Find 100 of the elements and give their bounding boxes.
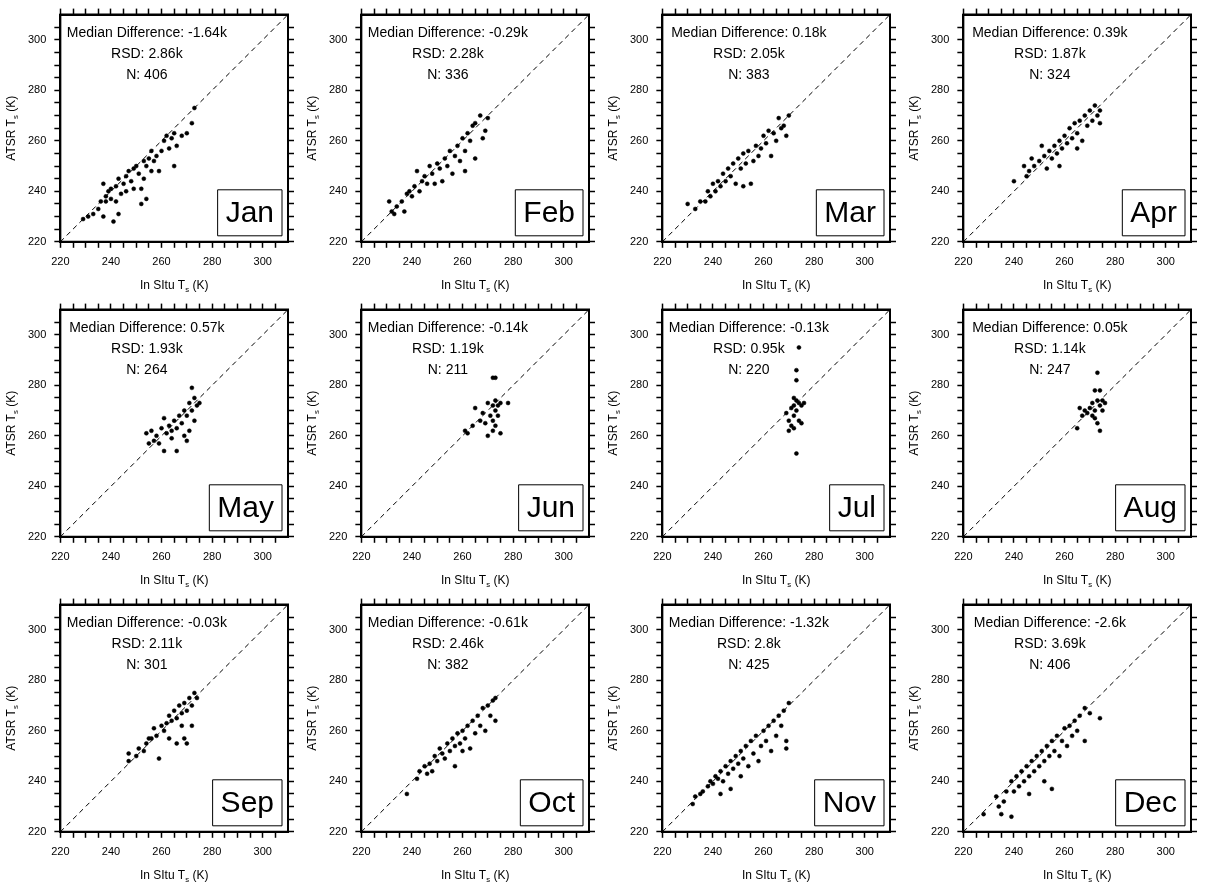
x-tick-label: 280: [1105, 845, 1125, 858]
y-tick-label: 260: [328, 723, 348, 736]
y-tick-label: 300: [328, 622, 348, 635]
y-tick-label: 300: [629, 622, 649, 635]
y-tick-label: 260: [27, 133, 47, 146]
annotation: Median Difference: 0.57k: [69, 319, 226, 336]
y-tick-label: 240: [930, 184, 950, 197]
y-tick-label: 240: [930, 479, 950, 492]
x-tick-label: 260: [453, 845, 472, 858]
y-tick-label: 300: [328, 32, 348, 45]
annotation: Oct: [528, 785, 576, 819]
annotation: RSD: 1.93k: [111, 340, 184, 357]
x-tick-label: 240: [101, 550, 121, 563]
x-tick-label: 300: [253, 845, 272, 858]
x-tick-label: 220: [653, 255, 672, 268]
annotation: RSD: 2.11k: [111, 635, 184, 652]
x-tick-label: 240: [703, 255, 723, 268]
y-tick-label: 280: [27, 83, 47, 96]
x-tick-label: 260: [152, 550, 171, 563]
y-tick-label: 280: [328, 378, 348, 391]
x-tick-label: 300: [855, 845, 874, 858]
x-tick-label: 300: [1156, 255, 1175, 268]
y-tick-label: 280: [930, 673, 950, 686]
annotation: Mar: [824, 195, 877, 229]
x-tick-label: 280: [202, 255, 222, 268]
y-tick-label: 260: [629, 133, 649, 146]
y-tick-label: 280: [930, 378, 950, 391]
x-tick-label: 240: [1004, 550, 1024, 563]
annotation: N: 220: [728, 361, 770, 378]
x-tick-label: 300: [855, 550, 874, 563]
annotation: N: 264: [126, 361, 168, 378]
x-tick-label: 220: [352, 550, 371, 563]
annotation: Nov: [822, 785, 877, 819]
x-tick-label: 240: [101, 845, 121, 858]
annotation: Aug: [1123, 490, 1178, 524]
x-tick-label: 300: [1156, 845, 1175, 858]
y-tick-label: 260: [629, 428, 649, 441]
y-tick-label: 260: [328, 428, 348, 441]
x-tick-label: 220: [51, 845, 70, 858]
annotation: Jul: [837, 490, 877, 524]
x-tick-label: 280: [804, 845, 824, 858]
x-tick-label: 260: [152, 845, 171, 858]
x-tick-label: 300: [855, 255, 874, 268]
y-tick-label: 280: [328, 673, 348, 686]
y-tick-label: 240: [27, 479, 47, 492]
x-tick-label: 280: [1105, 255, 1125, 268]
annotation: RSD: 2.46k: [412, 635, 485, 652]
y-tick-label: 260: [328, 133, 348, 146]
y-tick-label: 280: [930, 83, 950, 96]
annotation: RSD: 2.05k: [713, 45, 786, 62]
annotation: RSD: 1.14k: [1014, 340, 1087, 357]
x-tick-label: 280: [804, 550, 824, 563]
x-tick-label: 220: [352, 255, 371, 268]
annotation: N: 425: [728, 656, 770, 673]
annotation: Median Difference: -1.32k: [668, 614, 830, 631]
annotation: N: 406: [1029, 656, 1071, 673]
y-tick-label: 240: [328, 184, 348, 197]
x-tick-label: 220: [51, 550, 70, 563]
y-tick-label: 240: [27, 184, 47, 197]
y-tick-label: 280: [27, 673, 47, 686]
annotation: Dec: [1123, 785, 1178, 819]
y-tick-label: 220: [629, 234, 649, 247]
annotation: Median Difference: 0.05k: [972, 319, 1129, 336]
x-tick-label: 300: [253, 255, 272, 268]
y-tick-label: 220: [629, 529, 649, 542]
annotation: RSD: 2.28k: [412, 45, 485, 62]
x-tick-label: 260: [754, 845, 773, 858]
x-tick-label: 280: [503, 550, 523, 563]
annotation: Median Difference: -0.03k: [66, 614, 228, 631]
annotation: Feb: [523, 195, 576, 229]
y-tick-label: 240: [328, 774, 348, 787]
x-tick-label: 220: [954, 550, 973, 563]
y-tick-label: 300: [27, 327, 47, 340]
x-tick-label: 220: [954, 255, 973, 268]
x-tick-label: 260: [1055, 550, 1074, 563]
y-tick-label: 280: [27, 378, 47, 391]
x-tick-label: 260: [453, 550, 472, 563]
x-tick-label: 300: [554, 255, 573, 268]
x-tick-label: 220: [954, 845, 973, 858]
x-tick-label: 280: [503, 255, 523, 268]
y-tick-label: 300: [328, 327, 348, 340]
annotation: Apr: [1130, 195, 1178, 229]
annotation: Median Difference: -0.29k: [367, 24, 529, 41]
x-tick-label: 260: [1055, 255, 1074, 268]
y-tick-label: 300: [629, 32, 649, 45]
y-tick-label: 220: [930, 234, 950, 247]
annotation: Median Difference: 0.39k: [972, 24, 1129, 41]
x-tick-label: 280: [1105, 550, 1125, 563]
x-tick-label: 260: [754, 255, 773, 268]
y-tick-label: 300: [27, 32, 47, 45]
y-tick-label: 240: [930, 774, 950, 787]
x-tick-label: 260: [453, 255, 472, 268]
x-tick-label: 240: [1004, 845, 1024, 858]
x-tick-label: 260: [754, 550, 773, 563]
x-tick-label: 280: [804, 255, 824, 268]
x-tick-label: 260: [1055, 845, 1074, 858]
annotation: Median Difference: -2.6k: [973, 614, 1127, 631]
y-tick-label: 260: [629, 723, 649, 736]
x-tick-label: 300: [554, 845, 573, 858]
annotation: N: 406: [126, 66, 168, 83]
